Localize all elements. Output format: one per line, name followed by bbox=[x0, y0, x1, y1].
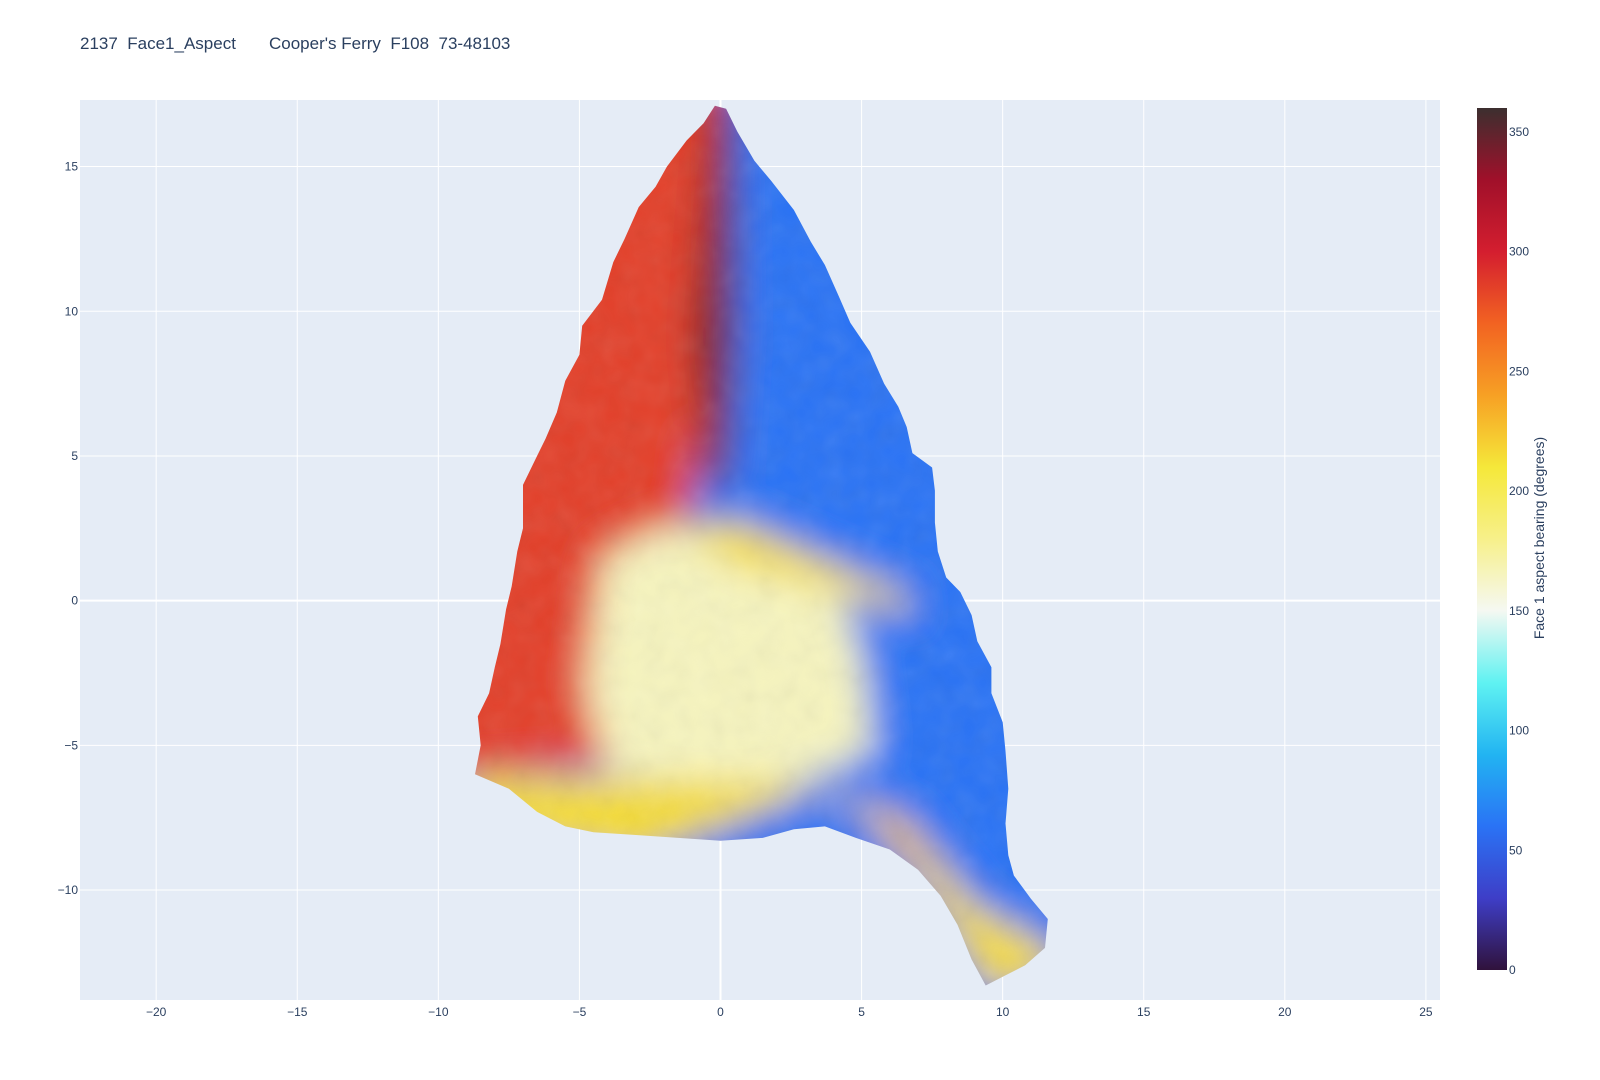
colorbar-ticks: 0 50 100 150 200 250 300 350 bbox=[1509, 125, 1529, 977]
colorbar-tick-label: 200 bbox=[1509, 484, 1529, 498]
x-tick-label: 25 bbox=[1419, 1005, 1433, 1019]
x-tick-label: 20 bbox=[1278, 1005, 1292, 1019]
x-tick-label: −5 bbox=[573, 1005, 587, 1019]
x-tick-label: −20 bbox=[146, 1005, 167, 1019]
x-tick-label: 0 bbox=[717, 1005, 724, 1019]
x-tick-label: 5 bbox=[858, 1005, 865, 1019]
colorbar-tick-label: 100 bbox=[1509, 724, 1529, 738]
colorbar-title: Face 1 aspect bearing (degrees) bbox=[1531, 437, 1547, 639]
y-tick-label: 15 bbox=[65, 160, 79, 174]
colorbar-tick-label: 50 bbox=[1509, 843, 1523, 857]
x-tick-label: 10 bbox=[996, 1005, 1010, 1019]
y-tick-label: 10 bbox=[65, 304, 79, 318]
x-axis-ticks: −20 −15 −10 −5 0 5 10 15 20 25 bbox=[146, 1005, 1433, 1019]
y-tick-label: 0 bbox=[71, 594, 78, 608]
colorbar bbox=[1477, 108, 1507, 970]
colorbar-tick-label: 150 bbox=[1509, 604, 1529, 618]
x-tick-label: 15 bbox=[1137, 1005, 1151, 1019]
colorbar-tick-label: 250 bbox=[1509, 364, 1529, 378]
y-tick-label: −10 bbox=[58, 883, 79, 897]
x-tick-label: −15 bbox=[287, 1005, 308, 1019]
chart-title: 2137 Face1_Aspect Cooper's Ferry F108 73… bbox=[80, 34, 511, 53]
colorbar-tick-label: 350 bbox=[1509, 125, 1529, 139]
y-tick-label: 5 bbox=[71, 449, 78, 463]
colorbar-tick-label: 0 bbox=[1509, 963, 1516, 977]
y-axis-ticks: −10 −5 0 5 10 15 bbox=[58, 160, 79, 897]
colorbar-tick-label: 300 bbox=[1509, 245, 1529, 259]
y-tick-label: −5 bbox=[64, 738, 78, 752]
x-tick-label: −10 bbox=[428, 1005, 449, 1019]
